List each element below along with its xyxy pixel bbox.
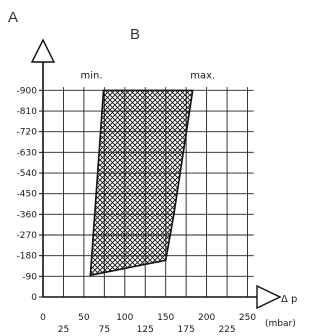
x-tick-label-1: 25 — [58, 325, 69, 335]
y-tick-label-7: -630 — [17, 148, 38, 158]
x-tick-label-10: 250 — [239, 313, 256, 323]
y-tick-label-9: -810 — [17, 107, 38, 117]
x-tick-label-6: 150 — [157, 313, 174, 323]
x-tick-label-9: 225 — [218, 325, 235, 335]
y-tick-label-4: -360 — [17, 210, 38, 220]
series-label-0: min. — [81, 70, 103, 81]
y-tick-label-10: -900 — [17, 86, 38, 96]
x-tick-label-0: 0 — [40, 313, 46, 323]
x-axis-unit: (mbar) — [265, 319, 296, 329]
panel-label-b: B — [130, 26, 140, 43]
series-label-1: max. — [190, 70, 215, 81]
axes — [30, 38, 282, 310]
y-tick-label-5: -450 — [17, 190, 38, 200]
y-tick-label-3: -270 — [17, 231, 38, 241]
y-tick-label-2: -180 — [17, 252, 38, 262]
series-labels: min. max. — [81, 70, 216, 81]
y-tick-label-1: -90 — [22, 272, 37, 282]
x-tick-label-2: 50 — [78, 313, 90, 323]
x-tick-label-5: 125 — [137, 325, 154, 335]
x-tick-label-4: 100 — [116, 313, 133, 323]
region-polygon — [89, 89, 194, 277]
y-tick-label-6: -540 — [17, 169, 38, 179]
x-tick-label-3: 75 — [99, 325, 110, 335]
x-tick-label-8: 200 — [198, 313, 215, 323]
x-axis-arrow — [256, 284, 282, 310]
y-tick-label-0: 0 — [31, 293, 37, 303]
operating-region — [89, 89, 194, 277]
x-tick-label-7: 175 — [178, 325, 195, 335]
y-axis-arrow — [30, 38, 56, 63]
y-tick-labels: 0 -90 -180 -270 -360 -450 -540 -630 -720 -810 -900 — [17, 86, 43, 303]
panel-label-a: A — [8, 9, 18, 26]
y-tick-label-8: -720 — [17, 128, 38, 138]
x-axis-label: Δ p — [281, 294, 297, 305]
